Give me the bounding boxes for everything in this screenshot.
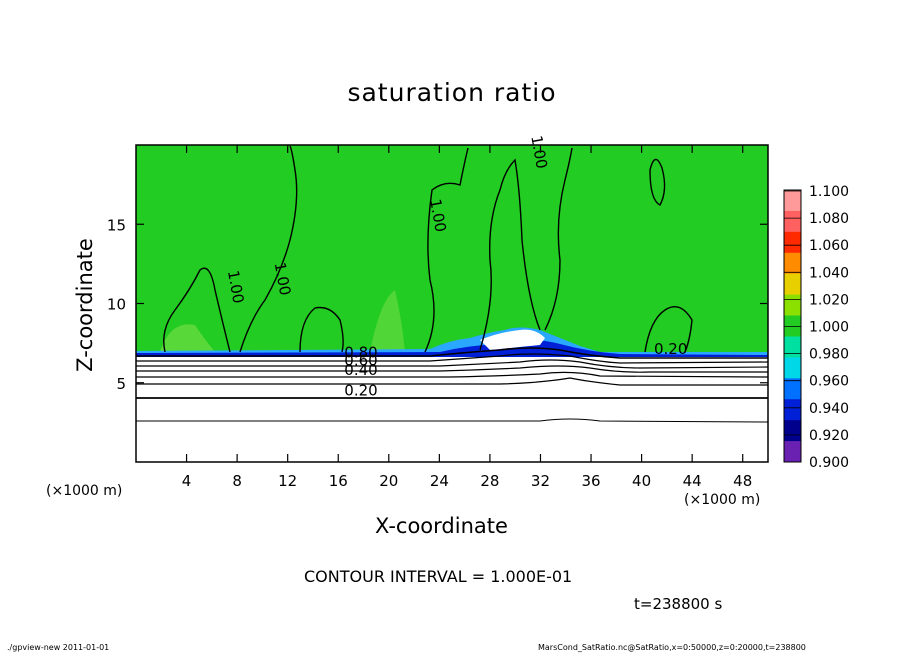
contour-label: 0.60 [344, 351, 377, 369]
colorbar-label: 1.060 [809, 238, 849, 254]
footer-left: ./gpview-new 2011-01-01 [7, 643, 110, 652]
colorbar-label: 0.960 [809, 374, 849, 390]
x-tick-label: 20 [379, 472, 398, 490]
contour-label: 0.20 [654, 340, 687, 358]
x-axis-unit: (×1000 m) [46, 483, 123, 499]
colorbar-label: 1.000 [809, 320, 849, 336]
x-tick-label: 44 [683, 472, 702, 490]
subsaturated-band [136, 327, 768, 356]
colorbar-swatch [784, 190, 801, 212]
y-tick-label: 10 [107, 296, 126, 314]
x-axis: 4 8 12 16 20 24 28 32 36 40 44 48 [182, 145, 752, 490]
colorbar-label: 1.040 [809, 265, 849, 281]
x-tick-label: 28 [480, 472, 499, 490]
contour-label: 1.00 [527, 134, 551, 170]
light-green-patch [160, 324, 215, 352]
contour-label: 1.00 [426, 197, 450, 233]
contour-label: 1.00 [271, 261, 295, 297]
colorbar-swatch [784, 420, 801, 442]
colorbar-label: 0.940 [809, 401, 849, 417]
contour-label: 0.80 [344, 343, 377, 361]
subsaturated-band-dark [136, 340, 768, 357]
colorbar-label: 0.980 [809, 347, 849, 363]
x-axis-label: X-coordinate [375, 514, 508, 538]
y-tick-label: 15 [107, 216, 126, 234]
colorbar-swatch [784, 336, 801, 358]
colorbar-swatch [784, 294, 801, 317]
footer-right: MarsCond_SatRatio.nc@SatRatio,x=0:50000,… [538, 643, 806, 652]
x-tick-label: 48 [733, 472, 752, 490]
light-green-patch [370, 290, 405, 352]
x-tick-label: 4 [182, 472, 192, 490]
colorbar-label: 0.920 [809, 428, 849, 444]
contour-label: 0.20 [344, 381, 377, 399]
x-tick-label: 40 [632, 472, 651, 490]
colorbar: 1.100 1.080 1.060 1.040 1.020 1.000 0.980 0.960… [783, 184, 849, 471]
colorbar-label: 1.100 [809, 184, 849, 200]
colorbar-swatch [784, 231, 801, 254]
colorbar-swatch [784, 273, 801, 296]
colorbar-swatch [784, 252, 801, 275]
y-axis-label: Z-coordinate [73, 238, 97, 372]
x-tick-label: 36 [581, 472, 600, 490]
colorbar-swatch [784, 441, 801, 463]
y-axis: 5 10 15 [107, 216, 768, 393]
colorbar-label: 1.080 [809, 211, 849, 227]
contour-label: 0.40 [344, 361, 377, 379]
x-tick-label: 32 [531, 472, 550, 490]
x-tick-label: 8 [232, 472, 242, 490]
x-tick-label: 24 [430, 472, 449, 490]
contour-label-group: 1.00 1.00 1.00 1.00 0.800.600.40 0.20 0.20 [224, 134, 687, 399]
colorbar-swatch [784, 399, 801, 421]
contour-interval: CONTOUR INTERVAL = 1.000E-01 [304, 567, 573, 586]
contours-lower [136, 347, 769, 423]
saturated-region [136, 145, 768, 355]
time-label: t=238800 s [634, 595, 723, 613]
contours-upper [163, 145, 693, 353]
colorbar-label: 1.020 [809, 292, 849, 308]
colorbar-swatch [784, 378, 801, 400]
x-tick-label: 12 [278, 472, 297, 490]
colorbar-label: 0.900 [809, 455, 849, 471]
x-tick-label: 16 [329, 472, 348, 490]
chart-title: saturation ratio [347, 78, 557, 107]
contour-label: 1.00 [224, 269, 248, 305]
y-tick-label: 5 [116, 375, 126, 393]
y-axis-unit: (×1000 m) [684, 492, 761, 508]
colorbar-swatch [784, 210, 801, 233]
dry-pocket [480, 329, 545, 350]
colorbar-swatch [784, 357, 801, 379]
